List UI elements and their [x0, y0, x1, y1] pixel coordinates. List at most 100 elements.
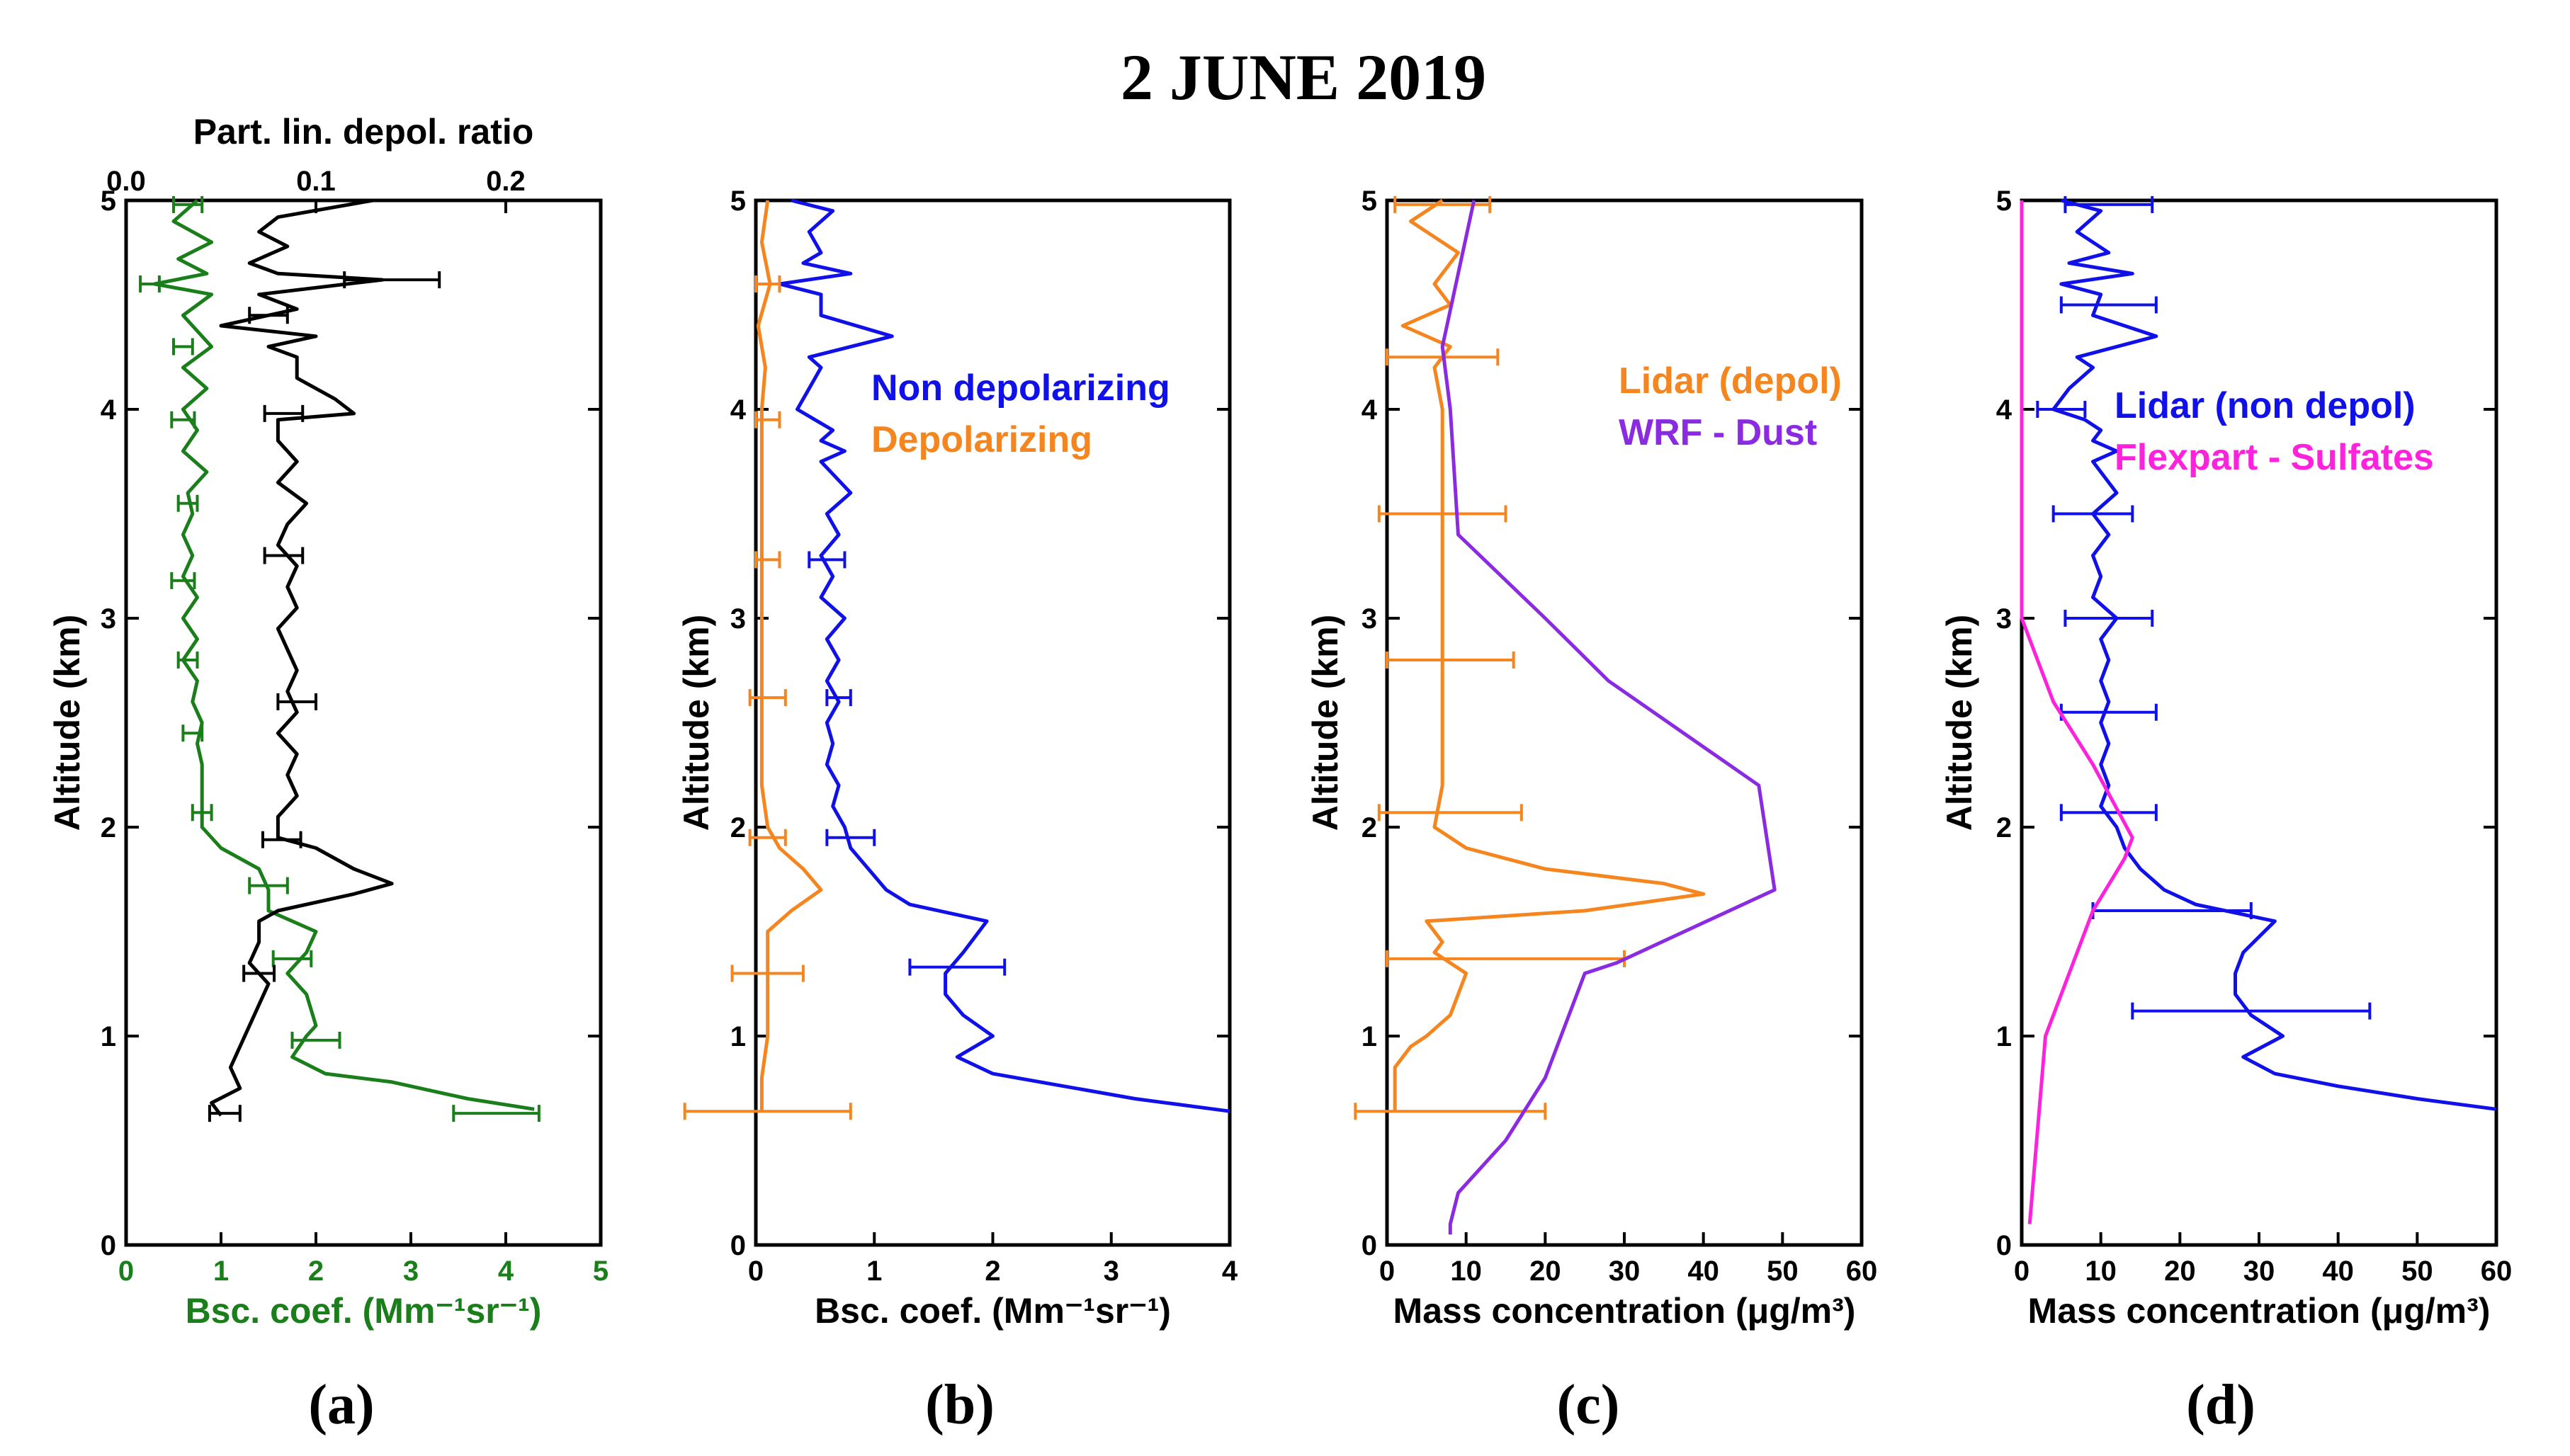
- y-tick-label: 3: [101, 603, 116, 635]
- x-tick-label: 60: [1846, 1256, 1878, 1287]
- error-bar: [754, 411, 781, 428]
- series-backscatter-coefficient: [139, 195, 540, 1122]
- x-tick-label: 2: [985, 1256, 1000, 1287]
- y-tick-label: 3: [730, 603, 746, 635]
- error-bar: [2091, 902, 2253, 919]
- error-bar: [172, 195, 204, 213]
- error-bar: [248, 877, 289, 894]
- y-tick-label: 0: [730, 1230, 746, 1261]
- panel-label: (a): [308, 1374, 374, 1436]
- y-tick-label: 5: [1362, 186, 1377, 217]
- y-axis-label: Altitude (km): [677, 615, 716, 831]
- error-bar: [1386, 652, 1515, 669]
- error-bar: [908, 958, 1007, 976]
- y-tick-label: 0: [101, 1230, 116, 1261]
- error-bar: [290, 1031, 341, 1049]
- y-tick-label: 5: [101, 186, 116, 217]
- error-bar: [808, 551, 847, 569]
- panel-b: 0 1 2 3 4 5 0 1 2 3 4 Bsc. coef. (Mm⁻¹sr⁻¹) Altitude…: [677, 186, 1238, 1436]
- y-tick-label: 2: [1362, 812, 1377, 843]
- x-axis-label: Bsc. coef. (Mm⁻¹sr⁻¹): [186, 1291, 542, 1331]
- y-tick-label: 4: [101, 394, 117, 426]
- y-tick-label: 4: [730, 394, 747, 426]
- x-tick-label: 40: [2322, 1256, 2354, 1287]
- y-tick-label: 1: [101, 1021, 116, 1052]
- x-tick-label: 0: [2014, 1256, 2030, 1287]
- series-depolarizing: [683, 200, 852, 1120]
- y-tick-label: 5: [1996, 186, 2012, 217]
- legend-entry: Lidar (non depol): [2115, 385, 2416, 426]
- x-tick-label: 20: [2164, 1256, 2196, 1287]
- series-non-depolarizing: [778, 198, 1230, 1113]
- error-bar: [1386, 950, 1626, 967]
- error-bar: [271, 950, 313, 967]
- y-axis-label: Altitude (km): [47, 615, 87, 831]
- top-tick-label: 0.2: [486, 166, 526, 197]
- legend-entry: WRF - Dust: [1619, 412, 1817, 453]
- error-bar: [263, 547, 305, 564]
- x-tick-label: 10: [1450, 1256, 1482, 1287]
- error-bar: [754, 275, 781, 292]
- error-bar: [2131, 1002, 2372, 1020]
- x-tick-label: 5: [593, 1256, 608, 1287]
- error-bar: [683, 1103, 852, 1120]
- top-axis-label: Part. lin. depol. ratio: [193, 112, 534, 152]
- series-particle-linear-depolarization-ratio: [208, 198, 441, 1122]
- series-line: [2020, 200, 2134, 1224]
- x-tick-label: 10: [2085, 1256, 2117, 1287]
- error-bar: [170, 411, 196, 428]
- error-bar: [176, 494, 199, 512]
- error-bar: [263, 404, 305, 422]
- error-bar: [276, 693, 317, 710]
- error-bar: [1377, 505, 1507, 523]
- y-tick-label: 1: [730, 1021, 746, 1052]
- series-flexpart-sulfates: [2020, 200, 2134, 1224]
- series-line: [756, 200, 823, 1112]
- panel-label: (d): [2186, 1374, 2255, 1436]
- error-bar: [2064, 195, 2154, 213]
- y-tick-label: 4: [1996, 394, 2013, 426]
- x-tick-label: 2: [308, 1256, 324, 1287]
- error-bar: [754, 551, 781, 569]
- x-tick-label: 30: [2243, 1256, 2275, 1287]
- error-bar: [2064, 610, 2154, 627]
- series-line: [2051, 198, 2497, 1111]
- legend-entry: Lidar (depol): [1619, 360, 1842, 402]
- error-bar: [2059, 296, 2158, 314]
- y-tick-label: 0: [1362, 1230, 1377, 1261]
- x-tick-label: 4: [1222, 1256, 1238, 1287]
- error-bar: [343, 271, 441, 289]
- error-bar: [248, 307, 289, 324]
- y-tick-label: 1: [1996, 1021, 2012, 1052]
- panel-label: (c): [1557, 1374, 1620, 1436]
- error-bar: [2051, 505, 2134, 523]
- y-tick-label: 3: [1996, 603, 2012, 635]
- x-axis-label: Bsc. coef. (Mm⁻¹sr⁻¹): [815, 1291, 1171, 1331]
- panel-label: (b): [925, 1374, 995, 1436]
- x-tick-label: 0: [748, 1256, 764, 1287]
- error-bar: [2059, 804, 2158, 821]
- x-tick-label: 30: [1609, 1256, 1641, 1287]
- error-bar: [452, 1105, 540, 1122]
- series-line: [1393, 198, 1706, 1112]
- y-tick-label: 1: [1362, 1021, 1377, 1052]
- top-tick-label: 0.1: [296, 166, 336, 197]
- x-tick-label: 20: [1529, 1256, 1561, 1287]
- error-bar: [1377, 804, 1523, 821]
- y-tick-label: 2: [101, 812, 116, 843]
- error-bar: [748, 689, 787, 707]
- error-bar: [1354, 1103, 1547, 1120]
- series-line: [1440, 200, 1777, 1235]
- y-tick-label: 4: [1362, 394, 1378, 426]
- x-tick-label: 40: [1687, 1256, 1719, 1287]
- y-tick-label: 2: [730, 812, 746, 843]
- top-tick-label: 0.0: [106, 166, 146, 197]
- plot-frame: [2020, 198, 2498, 1247]
- legend-entry: Flexpart - Sulfates: [2115, 437, 2434, 478]
- x-tick-label: 50: [2401, 1256, 2433, 1287]
- x-tick-label: 1: [213, 1256, 229, 1287]
- error-bar: [748, 829, 787, 846]
